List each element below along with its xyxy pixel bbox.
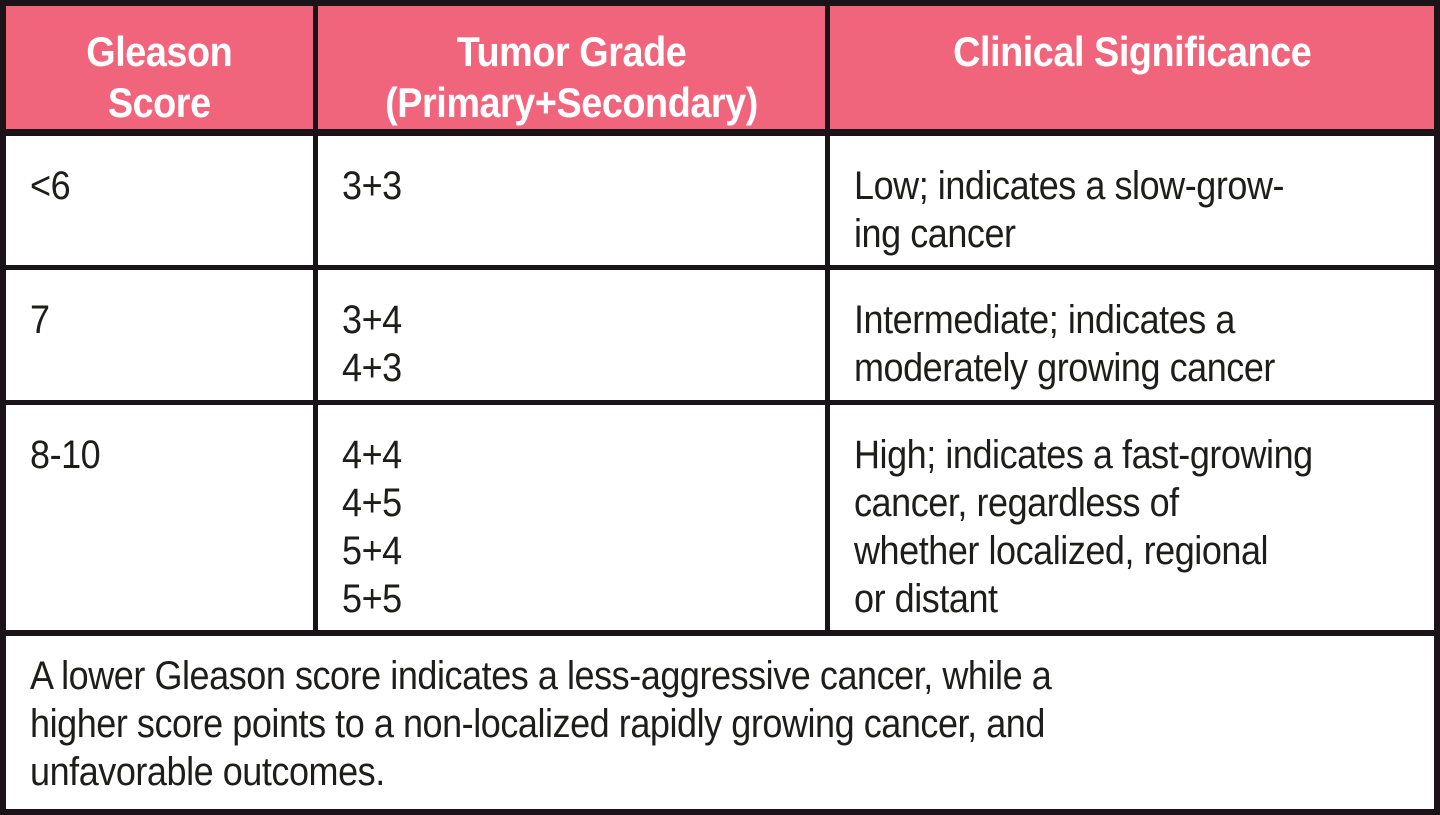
table-footnote: A lower Gleason score indicates a less-a…: [30, 654, 1052, 794]
significance-value: Intermediate; indicates a moderately gro…: [853, 297, 1275, 390]
column-header-clinical-significance-label: Clinical Significance: [952, 28, 1312, 75]
cell-score-high: 8-10: [0, 399, 318, 636]
table-row-low-grade: <6 3+3 Low; indicates a slow-grow- ing c…: [0, 129, 1440, 270]
table-body: <6 3+3 Low; indicates a slow-grow- ing c…: [0, 129, 1440, 815]
score-value: 8-10: [30, 432, 101, 477]
cell-significance-high: High; indicates a fast-growing cancer, r…: [824, 399, 1440, 636]
grades-value: 4+4 4+5 5+4 5+5: [341, 432, 402, 621]
score-value: 7: [30, 297, 50, 342]
column-header-clinical-significance: Clinical Significance: [824, 0, 1440, 136]
grades-value: 3+3: [341, 163, 402, 208]
table-header: Gleason Score Tumor Grade (Primary+Secon…: [0, 0, 1440, 136]
cell-significance-low: Low; indicates a slow-grow- ing cancer: [824, 129, 1440, 270]
column-header-gleason-score: Gleason Score: [0, 0, 318, 136]
cell-grades-low: 3+3: [312, 129, 830, 270]
cell-score-intermediate: 7: [0, 264, 318, 405]
column-header-tumor-grade: Tumor Grade (Primary+Secondary): [312, 0, 830, 136]
header-row: Gleason Score Tumor Grade (Primary+Secon…: [0, 0, 1440, 136]
cell-significance-intermediate: Intermediate; indicates a moderately gro…: [824, 264, 1440, 405]
table-footnote-cell: A lower Gleason score indicates a less-a…: [0, 630, 1440, 815]
footnote-row: A lower Gleason score indicates a less-a…: [0, 630, 1440, 815]
column-header-gleason-score-label: Gleason Score: [86, 28, 233, 127]
table-row-intermediate-grade: 7 3+4 4+3 Intermediate; indicates a mode…: [0, 264, 1440, 405]
cell-score-low: <6: [0, 129, 318, 270]
significance-value: Low; indicates a slow-grow- ing cancer: [853, 163, 1284, 256]
significance-value: High; indicates a fast-growing cancer, r…: [853, 432, 1313, 621]
cell-grades-high: 4+4 4+5 5+4 5+5: [312, 399, 830, 636]
cell-grades-intermediate: 3+4 4+3: [312, 264, 830, 405]
column-header-tumor-grade-label: Tumor Grade (Primary+Secondary): [384, 28, 758, 127]
score-value: <6: [30, 163, 71, 208]
table-row-high-grade: 8-10 4+4 4+5 5+4 5+5 High; indicates a f…: [0, 399, 1440, 636]
grades-value: 3+4 4+3: [341, 297, 402, 390]
